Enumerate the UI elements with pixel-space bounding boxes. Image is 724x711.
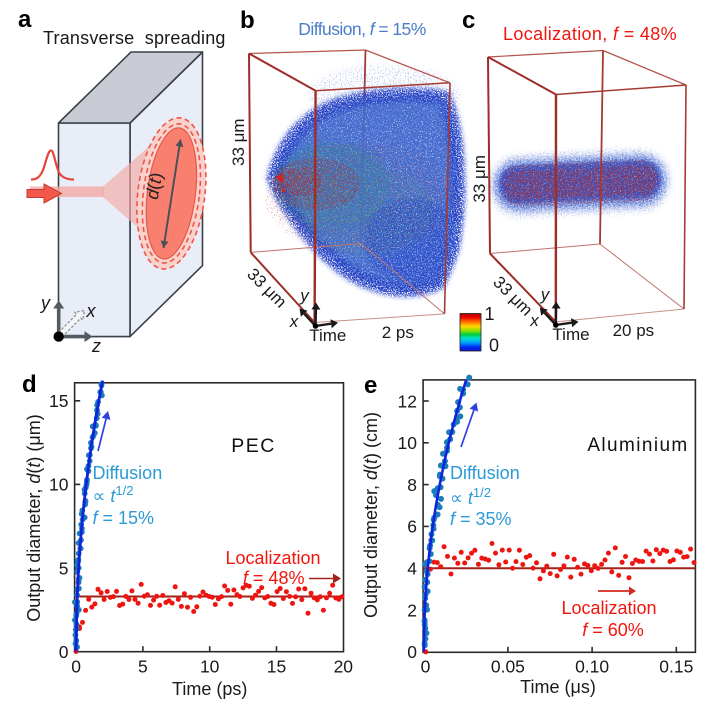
svg-text:5: 5 bbox=[138, 657, 148, 677]
svg-text:20: 20 bbox=[334, 657, 354, 677]
svg-text:Localization, f = 48%: Localization, f = 48% bbox=[503, 24, 677, 44]
svg-text:10: 10 bbox=[200, 657, 220, 677]
svg-text:33 μm: 33 μm bbox=[229, 118, 248, 166]
svg-text:0.10: 0.10 bbox=[575, 657, 609, 677]
svg-text:x: x bbox=[529, 311, 539, 330]
svg-text:y: y bbox=[299, 286, 310, 305]
svg-text:10: 10 bbox=[49, 475, 69, 495]
svg-text:b: b bbox=[240, 7, 255, 34]
svg-text:Output diameter, d(t) (μm): Output diameter, d(t) (μm) bbox=[24, 414, 44, 621]
svg-text:Time: Time bbox=[552, 325, 589, 344]
svg-text:PEC: PEC bbox=[231, 435, 276, 457]
svg-text:Aluminium: Aluminium bbox=[587, 435, 688, 456]
svg-text:Output diameter, d(t) (cm): Output diameter, d(t) (cm) bbox=[361, 412, 381, 618]
svg-text:0: 0 bbox=[421, 657, 431, 677]
svg-text:c: c bbox=[462, 7, 475, 34]
svg-text:15: 15 bbox=[267, 657, 286, 677]
svg-text:8: 8 bbox=[407, 475, 417, 495]
svg-text:Time: Time bbox=[309, 326, 346, 345]
svg-text:4: 4 bbox=[407, 559, 417, 579]
svg-text:x: x bbox=[289, 312, 299, 331]
svg-text:Time (μs): Time (μs) bbox=[520, 677, 596, 697]
svg-text:6: 6 bbox=[407, 517, 417, 537]
svg-text:12: 12 bbox=[398, 391, 417, 411]
svg-text:Time (ps): Time (ps) bbox=[172, 679, 247, 699]
svg-text:Transverse spreading: Transverse spreading bbox=[43, 28, 226, 48]
svg-text:0.15: 0.15 bbox=[659, 657, 693, 677]
svg-text:Localization: Localization bbox=[561, 598, 656, 618]
svg-text:10: 10 bbox=[398, 433, 418, 453]
svg-text:Diffusion: Diffusion bbox=[450, 463, 520, 483]
svg-text:2: 2 bbox=[407, 600, 417, 620]
svg-text:0.05: 0.05 bbox=[491, 657, 525, 677]
svg-text:f = 15%: f = 15% bbox=[93, 508, 155, 528]
svg-text:Diffusion: Diffusion bbox=[93, 463, 163, 483]
svg-text:d: d bbox=[22, 371, 37, 398]
svg-text:f = 48%: f = 48% bbox=[243, 568, 305, 588]
svg-text:Diffusion, f = 15%: Diffusion, f = 15% bbox=[298, 19, 425, 39]
svg-text:z: z bbox=[91, 336, 101, 356]
svg-text:y: y bbox=[39, 293, 51, 313]
svg-text:a: a bbox=[18, 6, 32, 33]
svg-text:0: 0 bbox=[407, 642, 417, 662]
svg-text:Localization: Localization bbox=[225, 548, 320, 568]
svg-text:e: e bbox=[364, 372, 377, 399]
svg-text:y: y bbox=[540, 285, 551, 304]
svg-text:2 ps: 2 ps bbox=[382, 323, 414, 342]
svg-text:f = 35%: f = 35% bbox=[450, 509, 512, 529]
svg-text:33 μm: 33 μm bbox=[470, 155, 489, 203]
svg-text:0: 0 bbox=[71, 657, 81, 677]
svg-text:0: 0 bbox=[489, 336, 499, 356]
svg-text:f = 60%: f = 60% bbox=[582, 620, 644, 640]
svg-text:5: 5 bbox=[59, 558, 69, 578]
svg-text:20 ps: 20 ps bbox=[613, 321, 655, 340]
svg-text:0: 0 bbox=[59, 642, 69, 662]
svg-text:1: 1 bbox=[485, 304, 495, 324]
svg-text:15: 15 bbox=[49, 391, 68, 411]
svg-text:x: x bbox=[86, 301, 97, 321]
